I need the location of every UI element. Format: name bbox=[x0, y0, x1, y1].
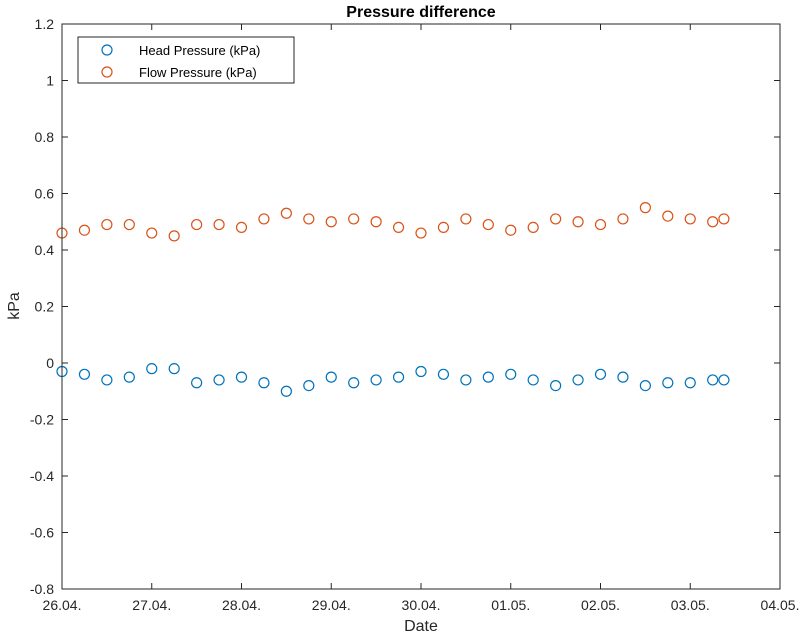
data-point bbox=[662, 377, 674, 389]
y-tick-label: 0.8 bbox=[35, 129, 55, 145]
data-point bbox=[235, 221, 248, 233]
legend-box bbox=[77, 36, 295, 84]
data-point bbox=[718, 213, 730, 225]
data-point bbox=[370, 374, 382, 386]
data-point bbox=[101, 218, 113, 231]
data-point bbox=[370, 216, 382, 228]
plot-area bbox=[62, 24, 780, 589]
x-axis-title: Date bbox=[404, 618, 438, 635]
data-point bbox=[348, 213, 360, 225]
y-tick-label: 0.6 bbox=[35, 186, 55, 202]
data-point bbox=[415, 365, 427, 378]
data-point bbox=[191, 377, 203, 389]
data-point bbox=[213, 374, 225, 386]
data-point bbox=[572, 216, 584, 228]
y-tick-label: 0.4 bbox=[35, 242, 55, 258]
data-point bbox=[482, 371, 494, 383]
data-point bbox=[146, 363, 158, 375]
data-point bbox=[482, 218, 494, 231]
data-point bbox=[303, 380, 315, 392]
series-head-pressure bbox=[56, 363, 730, 397]
data-point bbox=[437, 221, 450, 233]
data-point bbox=[415, 227, 427, 239]
data-point bbox=[101, 374, 113, 386]
x-tick-label: 01.05. bbox=[491, 597, 530, 613]
data-point bbox=[707, 374, 719, 386]
y-tick-label: 1 bbox=[46, 73, 54, 89]
data-point bbox=[437, 368, 450, 380]
data-point bbox=[550, 213, 562, 225]
data-point bbox=[325, 371, 337, 383]
data-point bbox=[168, 363, 180, 375]
data-point bbox=[550, 380, 562, 392]
data-point bbox=[527, 221, 539, 233]
data-point bbox=[707, 216, 719, 228]
data-point bbox=[460, 213, 472, 225]
chart-title: Pressure difference bbox=[346, 4, 496, 21]
data-point bbox=[617, 371, 629, 383]
data-point bbox=[505, 368, 517, 380]
data-point bbox=[662, 210, 674, 222]
legend-marker-head-pressure bbox=[101, 44, 113, 56]
data-marks bbox=[56, 202, 730, 397]
legend: Head Pressure (kPa) Flow Pressure (kPa) bbox=[77, 36, 295, 84]
y-tick-label: -0.8 bbox=[30, 581, 54, 597]
series-flow-pressure bbox=[56, 202, 730, 242]
x-tick-label: 03.05. bbox=[671, 597, 710, 613]
data-point bbox=[684, 377, 696, 389]
data-point bbox=[78, 224, 91, 236]
data-point bbox=[392, 371, 405, 383]
data-point bbox=[258, 213, 270, 225]
data-point bbox=[594, 368, 607, 380]
legend-label-flow-pressure: Flow Pressure (kPa) bbox=[139, 65, 257, 80]
data-point bbox=[594, 218, 607, 231]
y-tick-label: -0.6 bbox=[30, 525, 54, 541]
data-point bbox=[146, 227, 158, 239]
x-tick-label: 29.04. bbox=[312, 597, 351, 613]
y-axis: -0.8 -0.6 -0.4 -0.2 0 0.2 0.4 0.6 0.8 1 1.2 bbox=[30, 16, 780, 597]
x-tick-label: 30.04. bbox=[402, 597, 441, 613]
data-point bbox=[213, 218, 225, 231]
data-point bbox=[639, 380, 651, 392]
data-point bbox=[303, 213, 315, 225]
data-point bbox=[123, 218, 135, 231]
x-axis: 26.04. 27.04. 28.04. 29.04. 30.04. 01.05. 02.0… bbox=[43, 24, 800, 613]
data-point bbox=[280, 207, 292, 219]
x-tick-label: 02.05. bbox=[581, 597, 620, 613]
data-point bbox=[392, 221, 405, 233]
data-point bbox=[460, 374, 472, 386]
data-point bbox=[527, 374, 539, 386]
y-tick-label: 1.2 bbox=[35, 16, 55, 32]
data-point bbox=[718, 374, 730, 386]
y-tick-label: -0.2 bbox=[30, 412, 54, 428]
data-point bbox=[258, 377, 270, 389]
y-tick-label: -0.4 bbox=[30, 468, 54, 484]
y-axis-title: kPa bbox=[6, 292, 23, 320]
data-point bbox=[191, 218, 203, 231]
data-point bbox=[348, 377, 360, 389]
data-point bbox=[325, 216, 337, 228]
legend-label-head-pressure: Head Pressure (kPa) bbox=[139, 43, 260, 58]
data-point bbox=[235, 371, 248, 383]
x-tick-label: 04.05. bbox=[761, 597, 800, 613]
x-tick-label: 26.04. bbox=[43, 597, 82, 613]
x-tick-label: 28.04. bbox=[222, 597, 261, 613]
data-point bbox=[280, 385, 292, 397]
data-point bbox=[78, 368, 91, 380]
legend-marker-flow-pressure bbox=[101, 66, 113, 78]
data-point bbox=[505, 224, 517, 236]
data-point bbox=[572, 374, 584, 386]
y-tick-label: 0 bbox=[46, 355, 54, 371]
data-point bbox=[168, 230, 180, 242]
data-point bbox=[617, 213, 629, 225]
x-tick-label: 27.04. bbox=[132, 597, 171, 613]
data-point bbox=[684, 213, 696, 225]
y-tick-label: 0.2 bbox=[35, 299, 55, 315]
data-point bbox=[639, 202, 651, 214]
data-point bbox=[123, 371, 135, 383]
